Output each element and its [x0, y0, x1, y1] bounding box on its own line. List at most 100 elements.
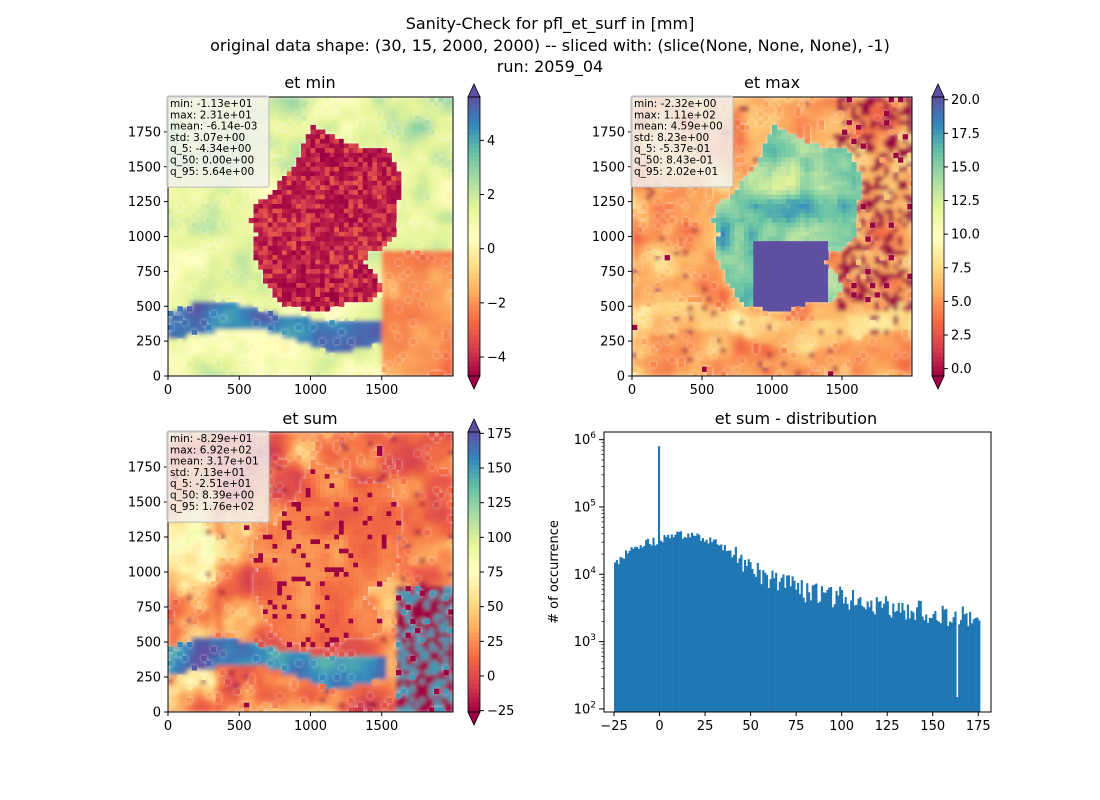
histogram-bar — [959, 620, 963, 712]
histogram-bar — [804, 602, 807, 712]
heatmap-et-sum: 0 500 1000 150002505007501000125015001750mi… — [128, 418, 514, 734]
histogram-bar — [850, 600, 853, 712]
histogram-bar — [890, 617, 893, 712]
histogram-bar — [835, 590, 838, 712]
histogram-bar — [681, 538, 684, 712]
hist-x-tick-label: 25 — [697, 719, 714, 734]
histogram-bar — [857, 598, 860, 712]
histogram-bar — [674, 534, 677, 712]
histogram-bar — [912, 612, 915, 712]
histogram-bar — [928, 617, 931, 712]
colorbar-tick-label: 125 — [487, 496, 512, 511]
histogram-bar — [840, 589, 844, 712]
histogram-bar — [687, 533, 690, 712]
stats-line: q_95: 5.64e+00 — [170, 166, 254, 178]
histogram-bar — [965, 613, 968, 712]
histogram-bar — [650, 545, 653, 712]
colorbar: −4 −2 0 2 4 — [467, 83, 506, 390]
colorbar-extend-over — [467, 83, 481, 98]
y-tick-label: 0 — [153, 706, 161, 721]
histogram-bar — [751, 569, 754, 712]
histogram-bar — [948, 621, 952, 712]
colorbar-tick-label: 2.5 — [951, 328, 972, 343]
histogram-bar — [806, 583, 809, 712]
colorbar-tick-label: 15.0 — [951, 160, 980, 175]
colorbar-tick-label: −2 — [487, 296, 506, 311]
histogram-bar — [775, 572, 778, 712]
histogram-bar — [617, 564, 620, 712]
colorbar: −25 0 25 50 75 100 125 150 175 — [467, 418, 514, 726]
histogram-bar — [672, 537, 675, 712]
histogram-bar — [656, 544, 659, 712]
panel-title-et-max: et max — [744, 73, 800, 92]
stats-line: max: 6.92e+02 — [170, 444, 252, 456]
histogram-bar — [734, 546, 737, 712]
histogram-bar — [742, 571, 745, 712]
histogram-bar — [641, 547, 644, 712]
colorbar-tick-label: 75 — [487, 566, 504, 581]
histogram-bar — [881, 607, 884, 712]
histogram-bar — [888, 614, 891, 712]
histogram-bar — [970, 623, 974, 712]
colorbar: 0.0 2.5 5.0 7.5 10.0 12.5 15.0 17.5 20.0 — [931, 83, 980, 390]
histogram-bar — [626, 553, 629, 712]
x-tick-label: 0 — [164, 719, 172, 734]
stats-line: std: 7.13e+01 — [170, 467, 245, 479]
histogram-bar — [921, 616, 924, 712]
histogram-bar — [668, 538, 672, 712]
histogram-bar — [665, 537, 668, 712]
histogram-bar — [811, 585, 814, 712]
figure-title-line-3: run: 2059_04 — [497, 57, 603, 77]
histogram-bar — [910, 610, 913, 712]
hist-y-tick-label: 102 — [574, 700, 596, 717]
histogram-bar — [809, 600, 812, 712]
stats-line: min: -1.13e+01 — [170, 98, 252, 110]
y-tick-label: 1000 — [128, 230, 161, 245]
histogram-bar — [954, 611, 957, 712]
histogram-bar — [883, 603, 886, 712]
x-tick-label: 1000 — [294, 383, 327, 398]
colorbar-tick-label: 175 — [487, 427, 512, 442]
histogram-bar — [729, 550, 732, 712]
stats-line: min: -8.29e+01 — [170, 433, 252, 445]
histogram-ylabel: # of occurrence — [547, 520, 562, 624]
histogram-bar — [895, 610, 899, 712]
histogram-bar — [828, 587, 831, 712]
histogram-bar — [901, 602, 904, 712]
histogram-bar — [661, 542, 664, 712]
histogram-bar — [639, 545, 642, 712]
histogram-bar — [689, 537, 692, 712]
histogram-bar — [947, 625, 950, 712]
histogram-bar — [899, 612, 902, 712]
histogram-bar — [696, 533, 699, 712]
histogram-bar — [753, 573, 756, 712]
histogram-bar — [659, 540, 662, 712]
histogram-bar — [711, 542, 714, 712]
stats-line: min: -2.32e+00 — [634, 98, 716, 110]
stats-line: q_50: 8.43e-01 — [634, 155, 713, 167]
histogram-bar — [916, 607, 919, 712]
histogram-bar — [765, 574, 769, 712]
histogram-bar — [870, 600, 873, 712]
histogram-bar — [795, 589, 798, 712]
histogram-bar — [654, 545, 657, 712]
colorbar-tick-label: 5.0 — [951, 295, 972, 310]
y-tick-label: 0 — [153, 370, 161, 385]
histogram-bar — [703, 541, 706, 712]
y-tick-label: 1500 — [592, 160, 625, 175]
histogram-bar — [727, 550, 730, 712]
heatmap-et-min: 0 500 1000 1500 0 250 500 750 1000 1250 1500 1750 mi… — [128, 83, 506, 398]
colorbar-tick-label: 25 — [487, 635, 504, 650]
y-tick-label: 500 — [600, 300, 625, 315]
y-tick-label: 1250 — [592, 195, 625, 210]
histogram-bar — [762, 570, 765, 712]
histogram-bar — [621, 557, 624, 712]
histogram-bar — [758, 569, 761, 712]
histogram-bar — [769, 579, 772, 712]
histogram-bar — [868, 607, 871, 712]
histogram-bar — [908, 618, 911, 712]
histogram-bar — [919, 600, 922, 712]
hist-y-tick-label: 103 — [574, 633, 596, 650]
